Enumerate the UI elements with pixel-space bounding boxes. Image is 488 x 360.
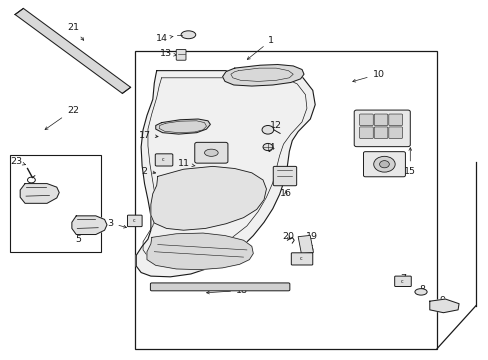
Polygon shape <box>429 299 458 313</box>
FancyBboxPatch shape <box>359 127 372 138</box>
FancyBboxPatch shape <box>291 253 312 265</box>
FancyBboxPatch shape <box>273 166 296 186</box>
FancyBboxPatch shape <box>359 114 372 126</box>
Bar <box>135 51 436 348</box>
Text: 22: 22 <box>45 105 79 130</box>
Text: 12: 12 <box>270 121 282 130</box>
Text: 2: 2 <box>141 167 155 176</box>
Ellipse shape <box>181 31 195 39</box>
FancyBboxPatch shape <box>127 215 142 226</box>
Polygon shape <box>15 8 130 93</box>
Circle shape <box>262 126 273 134</box>
Circle shape <box>263 143 272 150</box>
Text: 3: 3 <box>107 219 126 228</box>
Text: 13: 13 <box>160 49 176 58</box>
Polygon shape <box>147 233 253 270</box>
Text: 18: 18 <box>206 286 247 295</box>
Ellipse shape <box>204 149 218 156</box>
Text: 10: 10 <box>352 70 384 82</box>
Text: 20: 20 <box>282 232 294 241</box>
Polygon shape <box>151 166 266 230</box>
Polygon shape <box>136 71 315 277</box>
Text: 9: 9 <box>438 296 444 305</box>
FancyBboxPatch shape <box>388 114 402 126</box>
Text: c: c <box>400 279 403 284</box>
Text: 17: 17 <box>138 131 158 140</box>
FancyBboxPatch shape <box>388 127 402 138</box>
FancyBboxPatch shape <box>194 142 227 163</box>
Text: c: c <box>133 219 135 224</box>
Text: 8: 8 <box>419 285 425 294</box>
Text: 11: 11 <box>177 159 195 168</box>
Text: 21: 21 <box>67 23 83 40</box>
Text: 19: 19 <box>305 232 317 241</box>
Polygon shape <box>72 216 107 234</box>
Text: 14: 14 <box>155 34 173 43</box>
Text: 4: 4 <box>268 143 274 152</box>
FancyBboxPatch shape <box>373 114 387 126</box>
FancyBboxPatch shape <box>394 276 410 287</box>
Polygon shape <box>156 119 210 134</box>
Text: c: c <box>300 256 302 261</box>
Text: 6: 6 <box>302 246 313 255</box>
Text: 16: 16 <box>279 189 291 198</box>
Text: 15: 15 <box>404 148 415 176</box>
Polygon shape <box>222 64 304 86</box>
FancyBboxPatch shape <box>155 154 172 166</box>
Bar <box>298 235 313 254</box>
Circle shape <box>379 161 388 168</box>
FancyBboxPatch shape <box>363 152 405 177</box>
FancyBboxPatch shape <box>353 110 409 147</box>
Polygon shape <box>20 184 59 203</box>
Circle shape <box>373 156 394 172</box>
Ellipse shape <box>414 289 426 295</box>
Bar <box>10 155 101 252</box>
Text: 5: 5 <box>76 229 85 244</box>
FancyBboxPatch shape <box>150 283 289 291</box>
FancyBboxPatch shape <box>176 49 185 60</box>
Text: 23: 23 <box>10 157 25 166</box>
Text: c: c <box>162 157 164 162</box>
FancyBboxPatch shape <box>373 127 387 138</box>
Text: 7: 7 <box>399 274 405 283</box>
Text: 1: 1 <box>247 36 274 59</box>
